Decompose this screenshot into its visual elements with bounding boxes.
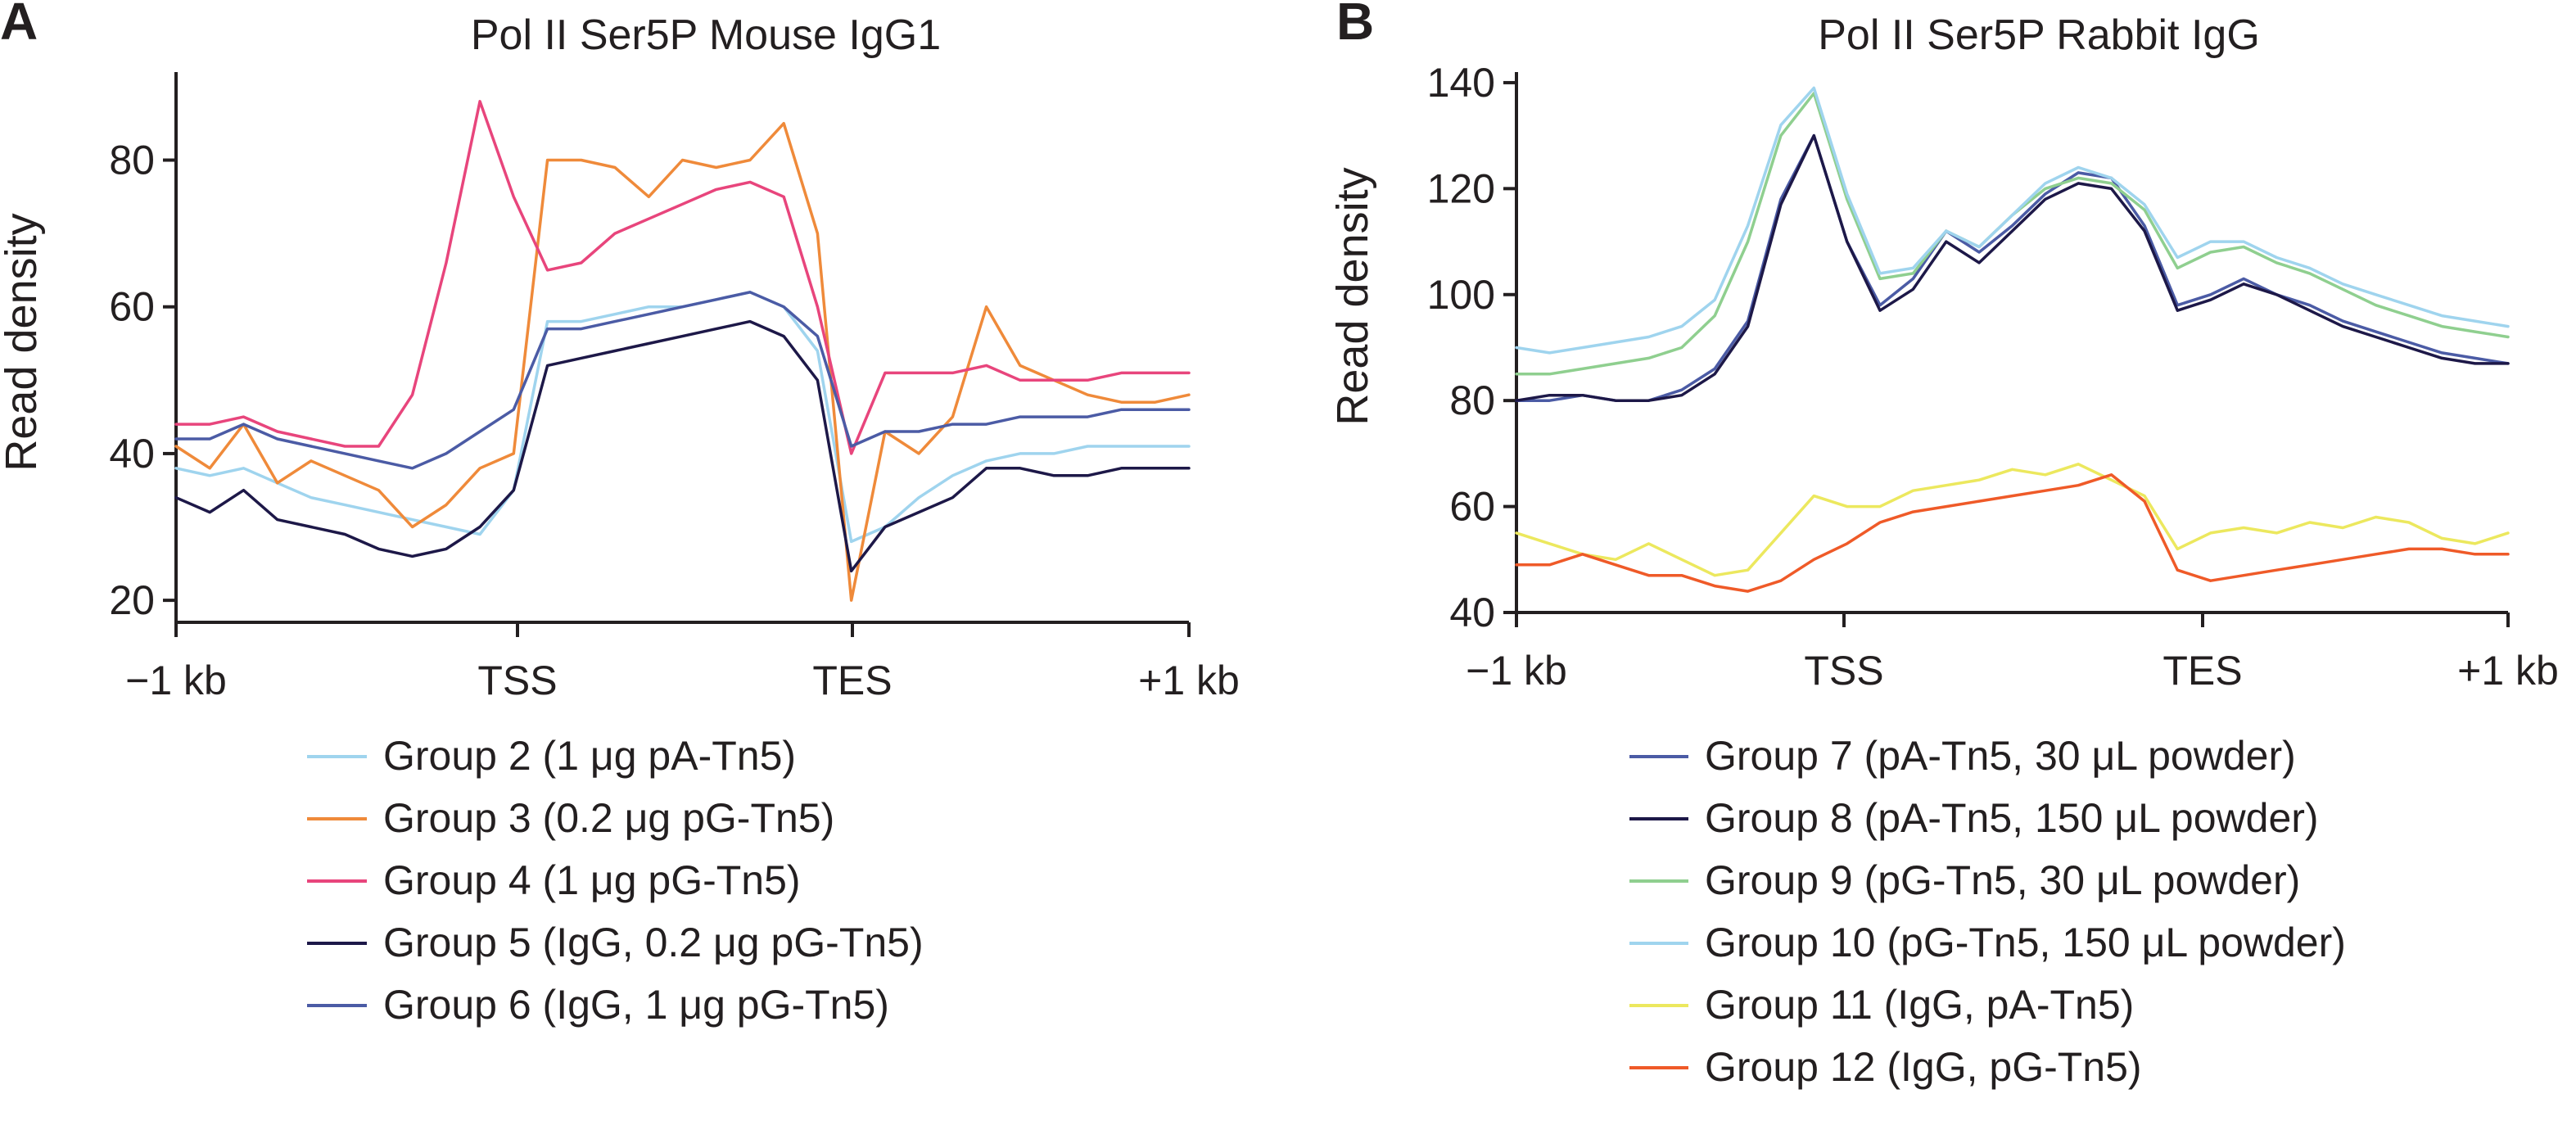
legend-label: Group 7 (pA-Tn5, 30 μL powder) [1705,733,2296,779]
series-line-5 [1515,463,2510,577]
y-tick-label: 60 [1449,484,1495,530]
x-tick-label: −1 kb [1466,648,1567,694]
legend-label: Group 12 (IgG, pG-Tn5) [1705,1044,2142,1090]
legend-item: Group 4 (1 μg pG-Tn5) [307,857,801,903]
legend-label: Group 6 (IgG, 1 μg pG-Tn5) [383,982,889,1028]
series-line-2 [174,121,1191,602]
panel-b-title: Pol II Ser5P Rabbit IgG [1818,11,2260,59]
panel-a-y-axis-label: Read density [0,213,46,471]
series-line-4 [174,319,1191,573]
y-tick-label: 60 [109,284,155,330]
legend-item: Group 8 (pA-Tn5, 150 μL powder) [1629,795,2319,841]
legend-label: Group 3 (0.2 μg pG-Tn5) [383,795,834,841]
legend-item: Group 9 (pG-Tn5, 30 μL powder) [1629,857,2300,903]
x-tick-label: TSS [1804,648,1883,694]
panel-a-title: Pol II Ser5P Mouse IgG1 [471,11,941,59]
series-line-2 [1515,133,2510,402]
series-line-5 [174,291,1191,470]
y-tick-label: 140 [1427,60,1495,106]
x-tick-label: TES [812,658,892,703]
x-tick-label: TES [2162,648,2242,694]
y-tick-label: 80 [109,138,155,183]
y-tick-label: 120 [1427,165,1495,211]
y-tick-label: 80 [1449,377,1495,423]
y-tick-label: 20 [109,577,155,623]
panel-a-letter: A [0,0,38,51]
x-tick-label: +1 kb [2457,648,2559,694]
panel-b-y-axis-label: Read density [1328,167,1377,425]
legend-label: Group 4 (1 μg pG-Tn5) [383,857,801,903]
series-line-4 [1515,86,2510,355]
series-line-1 [1515,133,2510,402]
panel-b-letter: B [1336,0,1374,51]
legend-item: Group 12 (IgG, pG-Tn5) [1629,1044,2142,1090]
x-tick-label: +1 kb [1138,658,1240,703]
legend-item: Group 2 (1 μg pA-Tn5) [307,733,796,779]
legend-item: Group 11 (IgG, pA-Tn5) [1629,982,2134,1028]
legend-item: Group 7 (pA-Tn5, 30 μL powder) [1629,733,2296,779]
legend-item: Group 6 (IgG, 1 μg pG-Tn5) [307,982,889,1028]
panel-a: A Pol II Ser5P Mouse IgG1 Read density 2… [0,0,1240,1028]
x-tick-label: −1 kb [125,658,227,703]
legend-item: Group 3 (0.2 μg pG-Tn5) [307,795,834,841]
legend-label: Group 5 (IgG, 0.2 μg pG-Tn5) [383,920,924,965]
panel-b: B Pol II Ser5P Rabbit IgG Read density 4… [1328,0,2559,1090]
y-tick-label: 40 [109,431,155,477]
legend-label: Group 2 (1 μg pA-Tn5) [383,733,796,779]
legend-label: Group 9 (pG-Tn5, 30 μL powder) [1705,857,2300,903]
series-line-6 [1515,473,2510,593]
legend-label: Group 11 (IgG, pA-Tn5) [1705,982,2134,1028]
legend-item: Group 10 (pG-Tn5, 150 μL powder) [1629,920,2346,965]
x-tick-label: TSS [477,658,557,703]
y-tick-label: 40 [1449,590,1495,635]
legend-item: Group 5 (IgG, 0.2 μg pG-Tn5) [307,920,924,965]
legend-label: Group 10 (pG-Tn5, 150 μL powder) [1705,920,2346,965]
series-line-3 [174,100,1191,455]
legend-label: Group 8 (pA-Tn5, 150 μL powder) [1705,795,2319,841]
y-tick-label: 100 [1427,272,1495,318]
